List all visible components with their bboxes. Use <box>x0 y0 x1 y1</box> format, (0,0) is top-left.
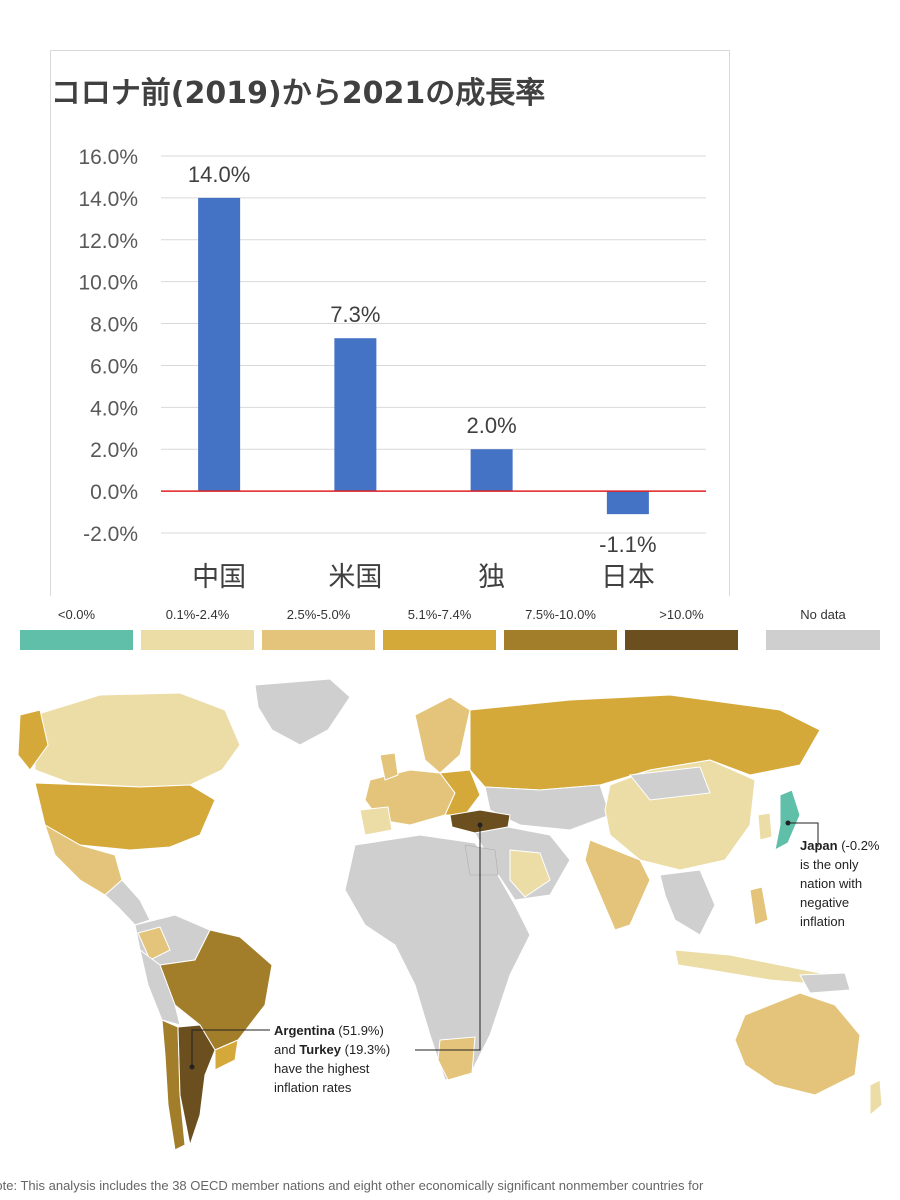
chart-panel: -2.0% 0.0% 2.0% 4.0% 6.0% 8.0% 10.0% 12.0% 14.0%… <box>50 50 730 596</box>
argentina-turkey-annotation: Argentina (51.9%) and Turkey (19.3%) hav… <box>274 1021 454 1097</box>
data-label: -1.1% <box>599 532 656 557</box>
legend-item: 2.5%-5.0% <box>262 607 375 655</box>
scandinavia-shape <box>414 696 471 774</box>
colombia-shape <box>137 926 171 961</box>
y-tick-label: 8.0% <box>90 314 138 337</box>
map-footnote: Note: This analysis includes the 38 OECD… <box>0 1178 704 1193</box>
southeast-asia-shape <box>659 869 716 936</box>
central-america-shape <box>104 879 151 926</box>
australia-shape <box>734 992 861 1096</box>
japan-value: (-0.2% <box>841 838 880 853</box>
chart-title: コロナ前(2019)から2021の成長率 <box>51 76 545 111</box>
brazil-shape <box>159 929 273 1051</box>
bar <box>334 338 377 492</box>
turkey-leader-line <box>415 825 481 1051</box>
y-tick-label: 0.0% <box>90 481 138 504</box>
legend-item: No data <box>766 607 880 655</box>
philippines-shape <box>749 886 769 926</box>
legend-item: <0.0% <box>20 607 133 655</box>
argentina-shape <box>177 1024 216 1147</box>
legend-swatch <box>262 630 375 650</box>
legend-swatch <box>625 630 738 650</box>
new-zealand-shape <box>869 1079 883 1117</box>
turkey-value: (19.3%) <box>344 1042 391 1057</box>
india-shape <box>584 839 651 931</box>
y-tick-label: 12.0% <box>78 230 138 253</box>
bar <box>606 491 649 515</box>
legend-swatch <box>504 630 617 650</box>
japan-line-2: is the only <box>800 857 859 872</box>
turkey-marker <box>477 822 483 828</box>
legend-label: <0.0% <box>57 607 96 622</box>
y-tick-label: 10.0% <box>78 272 138 295</box>
argentina-line-4: inflation rates <box>274 1080 352 1095</box>
japan-annotation: Japan (-0.2% is the only nation with neg… <box>800 836 900 931</box>
saudi-arabia-shape <box>509 849 551 898</box>
data-label: 2.0% <box>467 413 517 438</box>
y-tick-label: -2.0% <box>83 523 138 546</box>
data-label: 14.0% <box>188 162 250 187</box>
y-tick-label: 6.0% <box>90 355 138 378</box>
bar <box>198 197 241 492</box>
bar <box>470 449 513 492</box>
and-text: and <box>274 1042 296 1057</box>
iberia-shape <box>359 806 393 836</box>
category-label: 米国 <box>328 562 382 593</box>
turkey-name: Turkey <box>299 1042 341 1057</box>
y-tick-label: 2.0% <box>90 439 138 462</box>
korea-shape <box>757 812 773 841</box>
argentina-leader-line <box>191 1029 270 1067</box>
paraguay-uruguay-shape <box>214 1039 239 1071</box>
category-label: 独 <box>478 562 505 593</box>
legend-label: 5.1%-7.4% <box>407 607 472 622</box>
y-tick-label: 14.0% <box>78 188 138 211</box>
data-label: 7.3% <box>330 302 380 327</box>
greenland-shape <box>254 678 351 746</box>
legend-label: 7.5%-10.0% <box>525 607 596 622</box>
map-legend: <0.0% 0.1%-2.4% 2.5%-5.0% 5.1%-7.4% 7.5%-10.… <box>0 607 900 657</box>
legend-item: >10.0% <box>625 607 738 655</box>
category-label: 日本 <box>601 562 655 593</box>
uk-shape <box>379 752 399 781</box>
y-tick-label: 16.0% <box>78 146 138 169</box>
argentina-name: Argentina <box>274 1023 335 1038</box>
japan-line-3: nation with <box>800 876 863 891</box>
world-inflation-map <box>17 678 883 1151</box>
mongolia-shape <box>629 766 711 801</box>
legend-label: >10.0% <box>659 607 704 622</box>
legend-swatch <box>383 630 496 650</box>
egypt-shape <box>464 844 499 876</box>
argentina-line-3: have the highest <box>274 1061 370 1076</box>
japan-marker <box>785 820 791 826</box>
legend-item: 7.5%-10.0% <box>504 607 617 655</box>
legend-swatch <box>20 630 133 650</box>
legend-label: 2.5%-5.0% <box>286 607 351 622</box>
japan-line-4: negative <box>800 895 850 910</box>
argentina-value: (51.9%) <box>338 1023 384 1038</box>
japan-shape <box>774 789 801 851</box>
bar-chart: -2.0% 0.0% 2.0% 4.0% 6.0% 8.0% 10.0% 12.0% 14.0%… <box>51 76 706 593</box>
alaska-shape <box>17 709 49 771</box>
canada-shape <box>34 692 241 788</box>
legend-swatch <box>141 630 254 650</box>
argentina-marker <box>189 1064 195 1070</box>
y-tick-label: 4.0% <box>90 397 138 420</box>
legend-item: 0.1%-2.4% <box>141 607 254 655</box>
japan-leader-line <box>788 822 819 847</box>
peru-bolivia-shape <box>139 948 181 1026</box>
papua-shape <box>799 972 851 994</box>
legend-label: No data <box>800 607 846 622</box>
legend-swatch <box>766 630 880 650</box>
south-africa-shape <box>437 1036 476 1081</box>
japan-name: Japan <box>800 838 838 853</box>
legend-label: 0.1%-2.4% <box>165 607 230 622</box>
category-label: 中国 <box>192 562 246 593</box>
japan-line-5: inflation <box>800 914 845 929</box>
legend-item: 5.1%-7.4% <box>383 607 496 655</box>
